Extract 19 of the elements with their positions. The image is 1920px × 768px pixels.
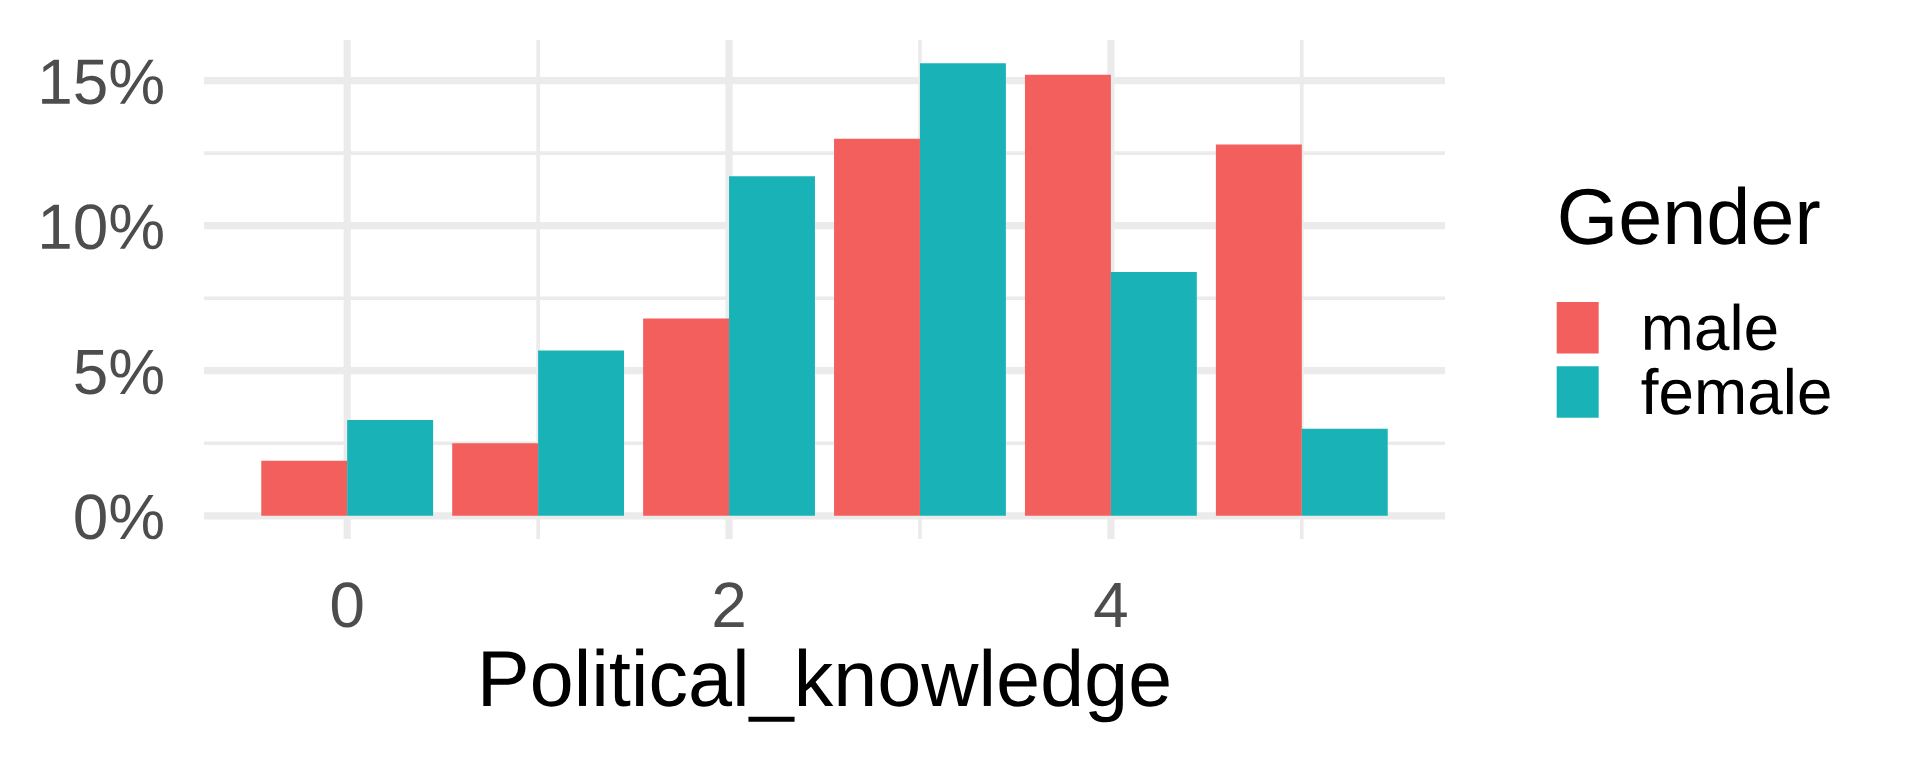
bar [919, 63, 1006, 516]
x-axis-title: Political_knowledge [483, 648, 1169, 723]
y-tick-label: 10% [42, 204, 163, 250]
legend-title: Gender [1560, 186, 1820, 245]
bar [1301, 428, 1388, 516]
bar [452, 443, 539, 516]
legend-label: male [1644, 303, 1777, 351]
bar [347, 420, 434, 516]
x-tick-label: 2 [714, 582, 744, 627]
legend-label: female [1641, 367, 1830, 415]
bar [261, 460, 348, 516]
bar [834, 138, 920, 516]
x-tick-label: 0 [331, 582, 363, 628]
bar [538, 350, 625, 516]
bar [1215, 144, 1302, 516]
y-tick-label: 0% [75, 494, 163, 540]
y-tick-label: 5% [75, 349, 163, 395]
x-tick-label: 4 [1094, 583, 1127, 627]
y-tick-label: 15% [42, 59, 163, 105]
